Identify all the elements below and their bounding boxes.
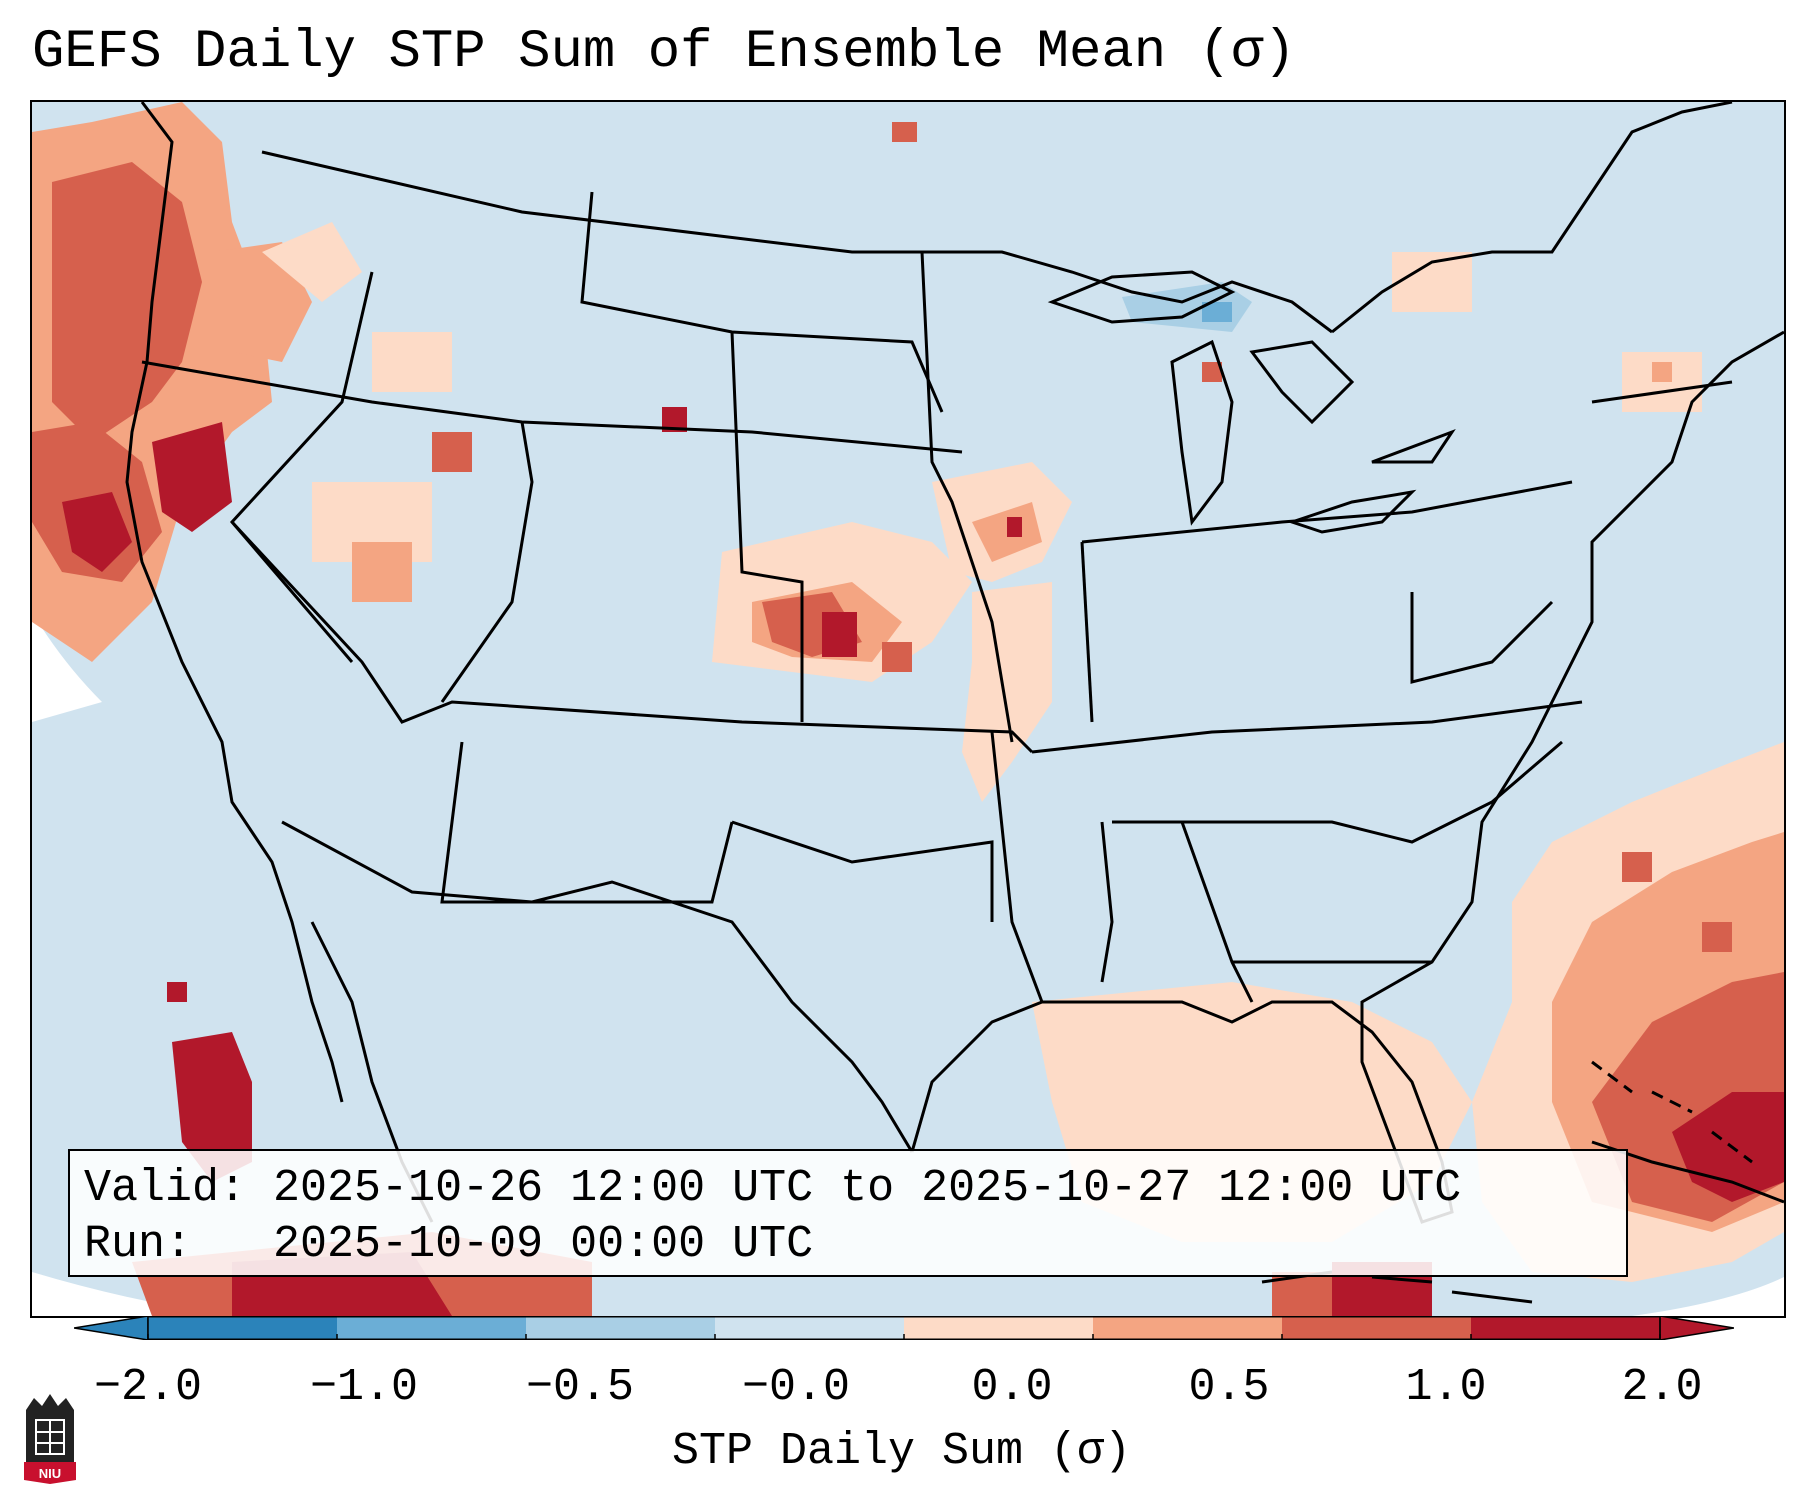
state-line <box>229 271 374 663</box>
state-line <box>1591 380 1733 404</box>
colorbar-extend-low <box>74 1316 149 1340</box>
valid-value: 2025-10-26 12:00 UTC to 2025-10-27 12:00… <box>273 1163 1462 1214</box>
colorbar-extend-high <box>1659 1316 1734 1340</box>
projection-corner-bottom-left <box>32 1272 232 1316</box>
lake-michigan <box>1170 339 1234 526</box>
state-line <box>1081 480 1573 544</box>
state-line <box>1410 592 1554 684</box>
colorbar-tick: −0.5 <box>525 1362 635 1413</box>
region-northeast <box>1392 252 1702 412</box>
region-pacific-northwest <box>32 102 362 662</box>
colorbar-tick: −0.0 <box>741 1362 851 1413</box>
lake-huron <box>1249 340 1355 425</box>
state-line <box>730 331 804 722</box>
projection-corner-left <box>32 612 102 722</box>
colorbar-tick: 0.5 <box>1188 1362 1270 1413</box>
state-line <box>920 251 1014 743</box>
map-panel: Valid: 2025-10-26 12:00 UTC to 2025-10-2… <box>30 100 1786 1318</box>
state-line <box>440 741 734 904</box>
state-line <box>990 731 1044 1003</box>
colorbar-tick: 1.0 <box>1405 1362 1487 1413</box>
state-line <box>1031 700 1583 754</box>
colorbar-tick: −1.0 <box>309 1362 419 1413</box>
colorbar-tick: 2.0 <box>1621 1362 1703 1413</box>
bahamas <box>1591 1060 1753 1164</box>
state-line <box>440 421 534 703</box>
colorbar-tick: −2.0 <box>93 1362 203 1413</box>
gulf-atlantic-coast <box>910 330 1784 1224</box>
lake-superior <box>1047 270 1236 324</box>
colorbar-segment <box>1093 1316 1283 1340</box>
colorbar-label: STP Daily Sum (σ) <box>671 1426 1132 1477</box>
state-line <box>230 520 1034 754</box>
us-mexico-border <box>281 820 914 1153</box>
run-value: 2025-10-09 00:00 UTC <box>273 1219 814 1270</box>
logo-text: NIU <box>39 1466 61 1481</box>
run-label: Run: <box>84 1219 193 1270</box>
colorbar-segment <box>1471 1316 1661 1340</box>
state-line <box>1100 821 1114 983</box>
niu-logo-icon: NIU <box>24 1394 76 1484</box>
colorbar <box>74 1316 1734 1340</box>
colorbar-segment <box>715 1316 905 1340</box>
state-line <box>580 191 944 413</box>
lake-erie <box>1287 489 1417 534</box>
projection-corner-bottom-right <box>1632 1277 1784 1316</box>
colorbar-segment <box>1282 1316 1472 1340</box>
colorbar-segment <box>904 1316 1094 1340</box>
colorbar-segment <box>148 1316 338 1340</box>
valid-label: Valid: <box>84 1163 247 1214</box>
region-atlantic-southeast <box>1472 742 1784 1282</box>
lake-ontario <box>1371 428 1456 464</box>
info-box: Valid: 2025-10-26 12:00 UTC to 2025-10-2… <box>68 1149 1628 1277</box>
state-line <box>1112 740 1563 844</box>
map-canvas <box>32 102 1784 1316</box>
west-coast <box>125 102 344 1103</box>
colorbar-segment <box>526 1316 716 1340</box>
region-central-plains <box>712 462 1072 802</box>
colorbar-segment <box>337 1316 527 1340</box>
colorbar-tick: 0.0 <box>971 1362 1053 1413</box>
state-line <box>731 820 994 922</box>
region-northern-rockies <box>312 122 917 602</box>
state-line <box>1080 541 1094 723</box>
chart-title: GEFS Daily STP Sum of Ensemble Mean (σ) <box>32 22 1296 83</box>
northeast-border <box>1331 102 1733 334</box>
